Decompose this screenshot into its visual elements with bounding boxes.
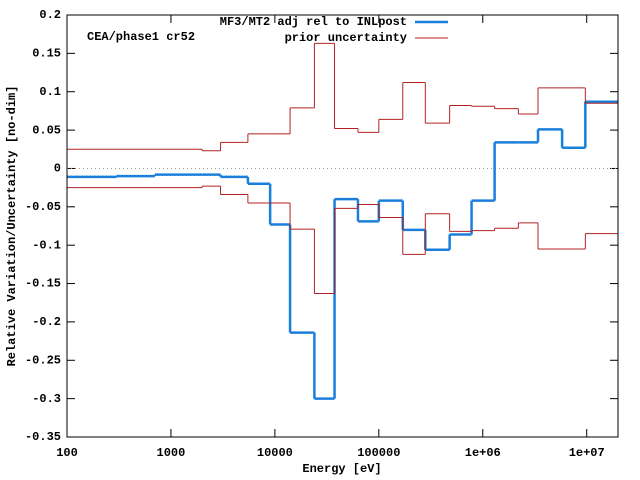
y-tick-label: 0.1 bbox=[39, 85, 61, 99]
y-axis-label: Relative Variation/Uncertainty [no-dim] bbox=[5, 86, 19, 367]
y-tick-label: -0.15 bbox=[25, 277, 61, 291]
y-tick-label: 0.15 bbox=[32, 47, 61, 61]
annotation: CEA/phase1 cr52 bbox=[87, 30, 195, 44]
y-tick-label: -0.35 bbox=[25, 430, 61, 444]
y-tick-label: 0.05 bbox=[32, 123, 61, 137]
y-tick-label: -0.1 bbox=[32, 238, 61, 252]
y-tick-label: -0.25 bbox=[25, 353, 61, 367]
y-tick-label: -0.2 bbox=[32, 315, 61, 329]
y-tick-label: -0.05 bbox=[25, 200, 61, 214]
x-axis-label: Energy [eV] bbox=[302, 462, 381, 476]
legend-label: MF3/MT2 adj rel to INLpost bbox=[220, 15, 407, 29]
x-tick-label: 1e+07 bbox=[569, 446, 605, 460]
x-tick-label: 10000 bbox=[257, 446, 293, 460]
x-tick-label: 1000 bbox=[157, 446, 186, 460]
x-tick-label: 100000 bbox=[357, 446, 400, 460]
x-tick-label: 100 bbox=[56, 446, 78, 460]
x-tick-label: 1e+06 bbox=[465, 446, 501, 460]
y-tick-label: 0.2 bbox=[39, 8, 61, 22]
y-tick-label: -0.3 bbox=[32, 392, 61, 406]
plot-border bbox=[66, 14, 619, 438]
y-tick-label: 0 bbox=[54, 162, 61, 176]
legend-label: prior uncertainty bbox=[285, 31, 407, 45]
